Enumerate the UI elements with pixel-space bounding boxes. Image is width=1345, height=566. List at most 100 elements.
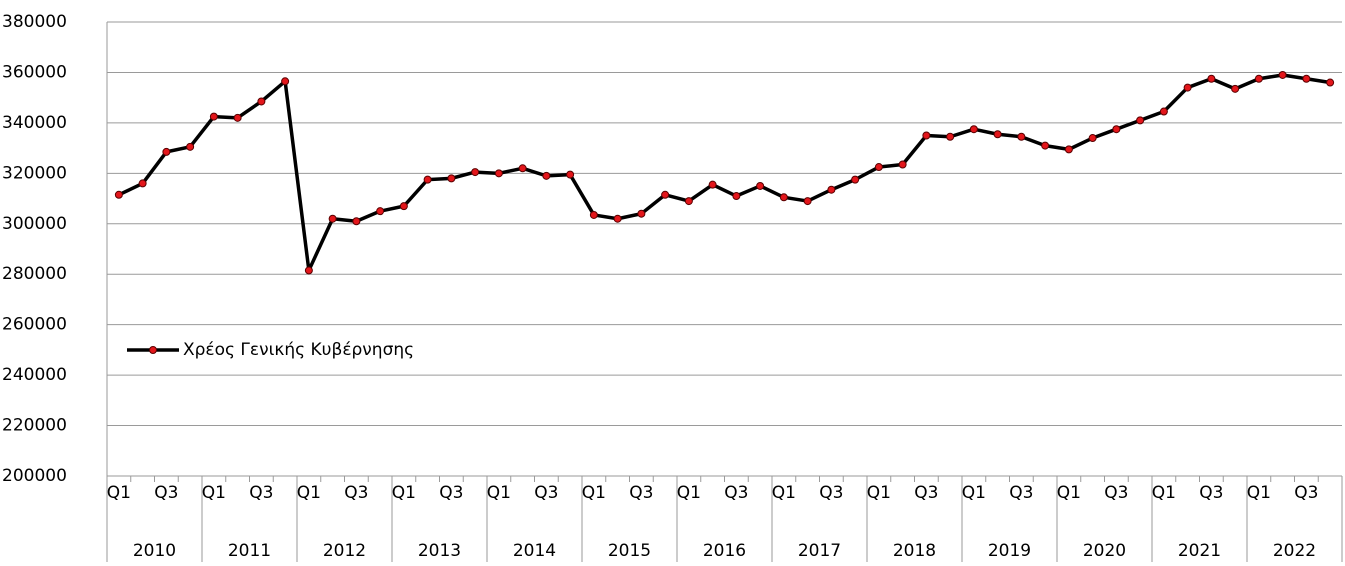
marker [471, 168, 480, 177]
y-tick-label: 260000 [2, 315, 67, 335]
x-tick-label: Q1 [772, 483, 796, 503]
x-tick-label: Q3 [914, 483, 938, 503]
x-tick-label: Q1 [487, 483, 511, 503]
marker [732, 192, 741, 201]
marker [1302, 74, 1311, 83]
marker [447, 174, 456, 183]
x-tick-label: Q1 [1247, 483, 1271, 503]
marker [969, 125, 978, 134]
group-label: 2016 [703, 541, 746, 561]
marker [566, 170, 575, 179]
marker [138, 179, 147, 188]
marker [589, 210, 598, 219]
y-tick-label: 380000 [2, 12, 67, 32]
series-line [118, 73, 1331, 273]
marker [304, 266, 313, 275]
marker [186, 142, 195, 151]
x-tick-label: Q3 [1104, 483, 1128, 503]
marker [1207, 74, 1216, 83]
marker [1183, 83, 1192, 92]
marker [352, 217, 361, 226]
x-tick-label: Q3 [249, 483, 273, 503]
marker [542, 171, 551, 180]
group-label: 2020 [1083, 541, 1126, 561]
marker [494, 169, 503, 178]
group-label: 2017 [798, 541, 841, 561]
y-tick-label: 220000 [2, 416, 67, 436]
marker [1136, 116, 1145, 125]
x-tick-label: Q1 [962, 483, 986, 503]
group-label: 2018 [893, 541, 936, 561]
marker [376, 207, 385, 216]
marker [803, 197, 812, 206]
marker [1112, 125, 1121, 134]
group-label: 2013 [418, 541, 461, 561]
x-tick-label: Q3 [1199, 483, 1223, 503]
x-tick-label: Q1 [677, 483, 701, 503]
marker [922, 131, 931, 140]
group-label: 2010 [133, 541, 176, 561]
marker [1326, 78, 1335, 87]
marker [399, 202, 408, 211]
y-tick-label: 200000 [2, 466, 67, 486]
marker [898, 160, 907, 169]
x-tick-label: Q1 [1057, 483, 1081, 503]
marker [684, 197, 693, 206]
x-tick-label: Q3 [1009, 483, 1033, 503]
marker [162, 147, 171, 156]
marker [518, 164, 527, 173]
x-tick-label: Q3 [1294, 483, 1318, 503]
y-tick-label: 280000 [2, 264, 67, 284]
marker [779, 193, 788, 202]
marker [233, 113, 242, 122]
group-label: 2015 [608, 541, 651, 561]
x-tick-label: Q1 [582, 483, 606, 503]
marker [1254, 74, 1263, 83]
y-tick-label: 240000 [2, 365, 67, 385]
marker [874, 163, 883, 172]
x-tick-label: Q3 [724, 483, 748, 503]
marker [281, 77, 290, 86]
x-tick-label: Q1 [297, 483, 321, 503]
y-tick-label: 340000 [2, 113, 67, 133]
marker [851, 175, 860, 184]
legend-marker [149, 346, 157, 354]
marker [1159, 107, 1168, 116]
marker [661, 190, 670, 199]
x-tick-label: Q3 [439, 483, 463, 503]
group-label: 2019 [988, 541, 1031, 561]
marker [637, 209, 646, 218]
marker [993, 130, 1002, 139]
y-tick-label: 300000 [2, 214, 67, 234]
marker [756, 181, 765, 190]
x-tick-label: Q3 [154, 483, 178, 503]
marker [1017, 132, 1026, 141]
x-tick-label: Q1 [1152, 483, 1176, 503]
x-tick-label: Q3 [534, 483, 558, 503]
group-label: 2014 [513, 541, 556, 561]
marker [827, 185, 836, 194]
x-tick-label: Q1 [392, 483, 416, 503]
marker [946, 132, 955, 141]
x-tick-label: Q3 [344, 483, 368, 503]
group-label: 2022 [1273, 541, 1316, 561]
x-tick-label: Q1 [107, 483, 131, 503]
x-tick-label: Q3 [629, 483, 653, 503]
marker [1041, 141, 1050, 150]
x-tick-label: Q1 [867, 483, 891, 503]
y-tick-label: 360000 [2, 62, 67, 82]
legend-label: Χρέος Γενικής Κυβέρνησης [183, 340, 414, 360]
y-tick-label: 320000 [2, 163, 67, 183]
group-label: 2011 [228, 541, 271, 561]
x-tick-label: Q1 [202, 483, 226, 503]
group-label: 2021 [1178, 541, 1221, 561]
marker [613, 214, 622, 223]
marker [708, 180, 717, 189]
marker [114, 190, 123, 199]
marker [328, 214, 337, 223]
x-tick-label: Q3 [819, 483, 843, 503]
marker [209, 112, 218, 121]
marker [1278, 70, 1287, 79]
marker [1064, 145, 1073, 154]
